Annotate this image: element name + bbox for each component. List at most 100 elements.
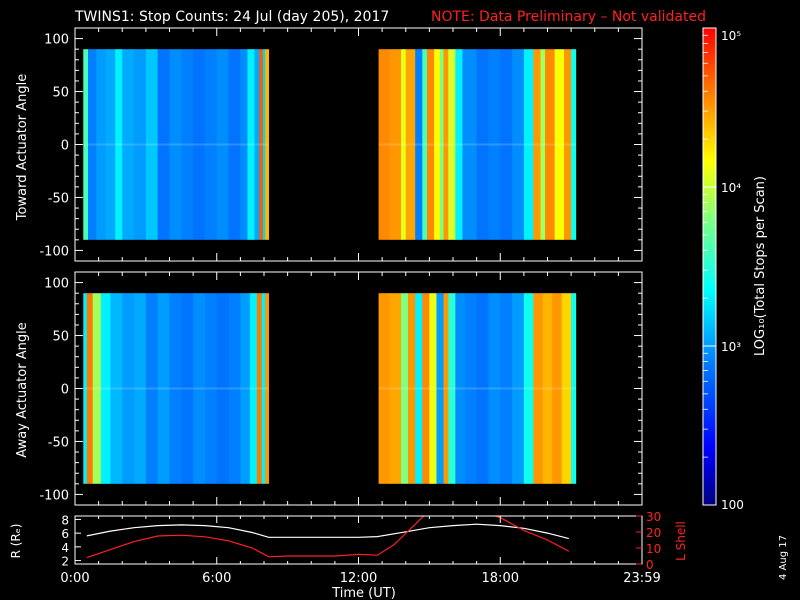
toward-heat-column: [105, 49, 116, 240]
toward-heat-column: [389, 49, 402, 240]
toward-ytick-label: 50: [52, 86, 69, 101]
toward-panel: 100 50 0 -50 -100: [39, 27, 643, 262]
away-heat-column: [181, 293, 194, 484]
away-segment: [83, 293, 270, 484]
toward-ytick-label: -50: [48, 191, 69, 206]
toward-heat-column: [415, 49, 423, 240]
away-segment: [378, 293, 577, 484]
away-panel: 100 50 0 -50 -100: [39, 271, 643, 506]
away-ytick-label: 50: [52, 330, 69, 345]
toward-heat-column: [405, 49, 416, 240]
orbit-right-ytick-label: 0: [646, 558, 654, 572]
colorbar-tick-label: 10³: [721, 340, 741, 354]
x-tick-label: 23:59: [623, 571, 660, 586]
x-tick-label: 12:00: [340, 571, 377, 586]
away-heat-column: [389, 293, 402, 484]
away-heat-column: [249, 293, 258, 484]
orbit-right-ylabel: L Shell: [674, 521, 688, 561]
away-heat-column: [134, 293, 147, 484]
away-heat-column: [228, 293, 241, 484]
away-heat-column: [512, 293, 525, 484]
colorbar-tick-label: 10⁴: [721, 181, 741, 195]
toward-heat-column: [87, 49, 97, 240]
toward-heat-column: [122, 49, 135, 240]
toward-heat-column: [554, 49, 565, 240]
x-tick-label: 0:00: [60, 571, 89, 586]
orbit-left-ytick-label: 2: [61, 555, 69, 569]
toward-heat-column: [462, 49, 477, 240]
away-heat-column: [443, 293, 449, 484]
away-heat-column: [122, 293, 135, 484]
away-heat-column: [523, 293, 534, 484]
toward-heat-column: [254, 49, 260, 240]
orbit-left-ytick-label: 6: [61, 527, 69, 541]
away-ytick-label: -100: [39, 488, 69, 503]
away-heat-column: [169, 293, 182, 484]
toward-heat-column: [540, 49, 546, 240]
away-heat-column: [464, 293, 477, 484]
toward-heat-column: [545, 49, 555, 240]
orbit-frame: [74, 515, 643, 565]
away-heat-column: [415, 293, 423, 484]
toward-heat-column: [193, 49, 206, 240]
toward-heat-column: [512, 49, 525, 240]
away-heat-column: [110, 293, 123, 484]
preliminary-note: NOTE: Data Preliminary – Not validated: [431, 9, 706, 25]
toward-heat-column: [145, 49, 158, 240]
away-heat-column: [436, 293, 444, 484]
orbit-left-ytick-label: 4: [61, 541, 69, 555]
toward-heat-column: [434, 49, 441, 240]
toward-heat-column: [476, 49, 489, 240]
x-tick-label: 6:00: [202, 571, 231, 586]
toward-heat-column: [427, 49, 435, 240]
away-heat-column: [256, 293, 262, 484]
away-heat-column: [261, 293, 266, 484]
away-heat-column: [157, 293, 170, 484]
away-heat-column: [571, 293, 577, 484]
colorbar-label: LOG₁₀(Total Stops per Scan): [753, 176, 768, 356]
orbit-left-ylabel: R (Rₑ): [9, 524, 23, 559]
colorbar-tick-label: 10⁵: [721, 29, 741, 43]
orbit-right-ytick-label: 20: [646, 526, 661, 540]
away-heat-column: [240, 293, 251, 484]
away-ytick-label: 0: [61, 383, 69, 398]
away-heat-column: [83, 293, 88, 484]
colorbar-ticks: 10⁵ 10⁴ 10³ 100: [703, 27, 744, 512]
toward-heat-column: [533, 49, 541, 240]
toward-heat-column: [523, 49, 534, 240]
toward-heat-column: [564, 49, 572, 240]
toward-heat-column: [262, 49, 266, 240]
toward-ytick-label: -100: [39, 244, 69, 259]
x-tick-label: 18:00: [482, 571, 519, 586]
toward-heat-column: [247, 49, 255, 240]
toward-heat-column: [228, 49, 241, 240]
timestamp: 4 Aug 17: [778, 535, 789, 580]
away-heat-column: [488, 293, 501, 484]
toward-heat-column: [448, 49, 456, 240]
toward-ytick-label: 0: [61, 139, 69, 154]
toward-segment: [378, 49, 577, 240]
toward-heat-column: [115, 49, 123, 240]
toward-heat-column: [240, 49, 248, 240]
toward-heat-column: [571, 49, 577, 240]
away-heat-column: [422, 293, 430, 484]
radius-line: [86, 523, 569, 540]
toward-heat-column: [455, 49, 463, 240]
toward-heat-column: [83, 49, 89, 240]
toward-heat-column: [169, 49, 182, 240]
away-heat-column: [448, 293, 456, 484]
toward-heat-column: [134, 49, 147, 240]
away-heat-column: [455, 293, 466, 484]
toward-heat-column: [440, 49, 444, 240]
away-heat-column: [378, 293, 390, 484]
toward-heat-column: [401, 49, 407, 240]
away-heat-column: [500, 293, 513, 484]
colorbar: [702, 27, 717, 506]
toward-heat-column: [422, 49, 428, 240]
away-heat-column: [561, 293, 572, 484]
orbit-left-ytick-label: 8: [61, 513, 69, 527]
toward-heat-column: [378, 49, 390, 240]
toward-segment: [83, 49, 270, 240]
toward-ytick-label: 100: [44, 33, 69, 48]
